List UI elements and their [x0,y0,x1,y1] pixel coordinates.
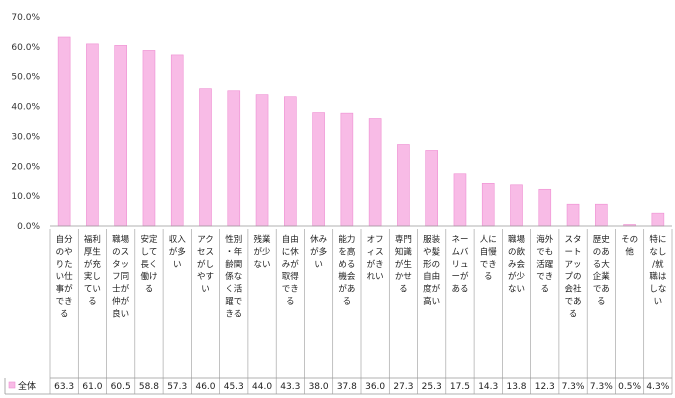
category-label: 職場のスタッフ同士が仲が良い [112,234,130,319]
category-label: 歴史のある大企業である [593,234,611,307]
data-label: 25.3 [422,382,442,392]
category-label: 残業が少ない [254,234,272,270]
data-table: 全体 63.3 61.0 60.5 58.8 57.3 46.0 45.3 44.0 43.3 38… [4,225,673,395]
category-label: 自分のやりたい仕事ができる [56,234,74,319]
bar [538,188,552,227]
data-label: 0.5% [618,382,641,392]
category-label: オフィスがきれい [367,235,384,282]
data-label: 44.0 [252,382,272,392]
bar [368,118,382,227]
data-label: 43.3 [280,382,300,392]
category-label: その他 [621,235,638,257]
data-label: 38.0 [309,382,329,392]
category-labels: 自分のやりたい仕事ができる福利厚生が充実している職場のスタッフ同士が仲が良い安定… [56,234,667,319]
bar [255,94,269,227]
category-label: 特になし/就職はしない [649,234,667,307]
data-label: 4.3% [646,382,669,392]
y-tick-label: 0.0% [17,222,40,232]
bar [142,50,156,227]
data-label: 37.8 [337,382,357,392]
bar [651,212,665,227]
category-label: 休みが多い [310,234,328,270]
data-label: 7.3% [562,382,585,392]
legend-label: 全体 [18,380,36,392]
category-label: 収入が多い [169,234,187,270]
y-tick-label: 40.0% [11,103,40,113]
y-tick-label: 60.0% [11,43,40,53]
category-label: 海外でも活躍できる [536,234,554,295]
category-label: スタートアップの会社である [565,235,583,319]
bar [453,173,467,227]
bar [227,90,241,227]
bar [340,112,354,227]
data-label: 13.8 [506,382,526,392]
bar [170,54,184,227]
data-label: 58.8 [139,382,159,392]
data-label: 17.5 [450,382,470,392]
bar [510,184,523,227]
category-label: 福利厚生が充実している [84,234,102,307]
bar [86,43,99,227]
bar [199,88,212,227]
y-tick-label: 70.0% [11,13,40,23]
data-label: 63.3 [54,382,74,392]
data-label: 57.3 [167,382,187,392]
category-label: 専門知識が生かせる [395,234,413,295]
legend-swatch [8,381,16,389]
bars [57,36,665,227]
data-label: 27.3 [393,382,413,392]
data-label: 60.5 [111,382,131,392]
category-label: 能力を高める機会がある [338,234,356,307]
y-tick-label: 50.0% [11,73,40,83]
bar [566,203,580,227]
bar [595,203,608,227]
category-label: 安定して長く働ける [140,234,158,295]
y-tick-label: 10.0% [11,192,40,202]
bar [312,112,325,227]
category-label: ネームバリューがある [451,235,469,295]
bar [425,150,438,227]
bar [397,144,410,227]
y-axis: 0.0% 10.0% 20.0% 30.0% 40.0% 50.0% 60.0% 70.0% [11,13,40,232]
y-tick-label: 20.0% [11,162,40,172]
data-label: 45.3 [224,382,244,392]
data-label: 7.3% [590,382,613,392]
data-label: 46.0 [195,382,215,392]
bar [481,183,495,227]
bar [114,45,127,227]
category-label: 服装や髪形の自由度が高い [423,234,441,307]
category-label: 人に自慢できる [480,235,498,282]
data-label: 36.0 [365,382,385,392]
data-label: 61.0 [82,382,102,392]
bar [57,36,71,227]
category-label: 職場の飲み会が少ない [508,234,526,295]
y-tick-label: 30.0% [11,132,40,142]
category-label: 性別・年齢関係なく活躍できる [225,234,243,319]
category-label: アクセスがしやすい [197,235,214,295]
category-label: 自由に休みが取得できる [282,234,300,307]
data-label: 14.3 [478,382,498,392]
data-label: 12.3 [535,382,555,392]
bar [284,96,297,227]
